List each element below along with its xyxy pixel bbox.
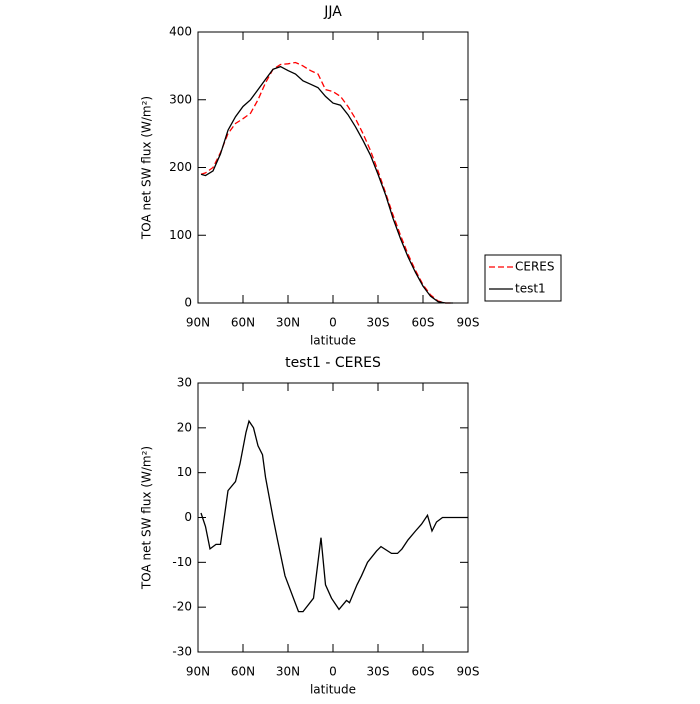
x-tick-label: 30N — [276, 665, 300, 679]
x-tick-label: 60S — [412, 665, 435, 679]
x-tick-label: 90N — [186, 665, 210, 679]
x-tick-label: 90S — [457, 665, 480, 679]
x-tick-label: 0 — [329, 316, 337, 330]
x-tick-label: 30N — [276, 316, 300, 330]
y-axis-label: TOA net SW flux (W/m²) — [140, 96, 154, 240]
x-tick-label: 60N — [231, 665, 255, 679]
y-tick-label: -30 — [172, 645, 192, 659]
y-tick-label: -20 — [172, 600, 192, 614]
y-tick-label: 30 — [177, 376, 192, 390]
y-tick-label: -10 — [172, 555, 192, 569]
legend-label: test1 — [515, 282, 546, 296]
y-tick-label: 200 — [169, 160, 192, 174]
legend-box — [484, 254, 562, 302]
series-line — [200, 61, 453, 304]
y-tick-label: 0 — [184, 510, 192, 524]
plot-frame — [197, 31, 469, 304]
y-tick-label: 10 — [177, 465, 192, 479]
x-tick-label: 0 — [329, 665, 337, 679]
y-tick-label: 100 — [169, 228, 192, 242]
y-axis-label: TOA net SW flux (W/m²) — [140, 446, 154, 590]
legend-label: CERES — [515, 260, 555, 274]
y-tick-label: 300 — [169, 92, 192, 106]
x-axis-label: latitude — [310, 683, 356, 697]
x-tick-label: 30S — [367, 316, 390, 330]
series-line — [200, 419, 468, 613]
chart-title: test1 - CERES — [285, 355, 381, 371]
x-axis-label: latitude — [310, 334, 356, 348]
y-tick-label: 20 — [177, 420, 192, 434]
x-tick-label: 30S — [367, 665, 390, 679]
chart-title: JJA — [323, 4, 342, 20]
series-line — [200, 65, 453, 304]
x-tick-label: 90S — [457, 316, 480, 330]
x-tick-label: 90N — [186, 316, 210, 330]
x-tick-label: 60N — [231, 316, 255, 330]
y-tick-label: 400 — [169, 25, 192, 39]
x-tick-label: 60S — [412, 316, 435, 330]
y-tick-label: 0 — [184, 296, 192, 310]
